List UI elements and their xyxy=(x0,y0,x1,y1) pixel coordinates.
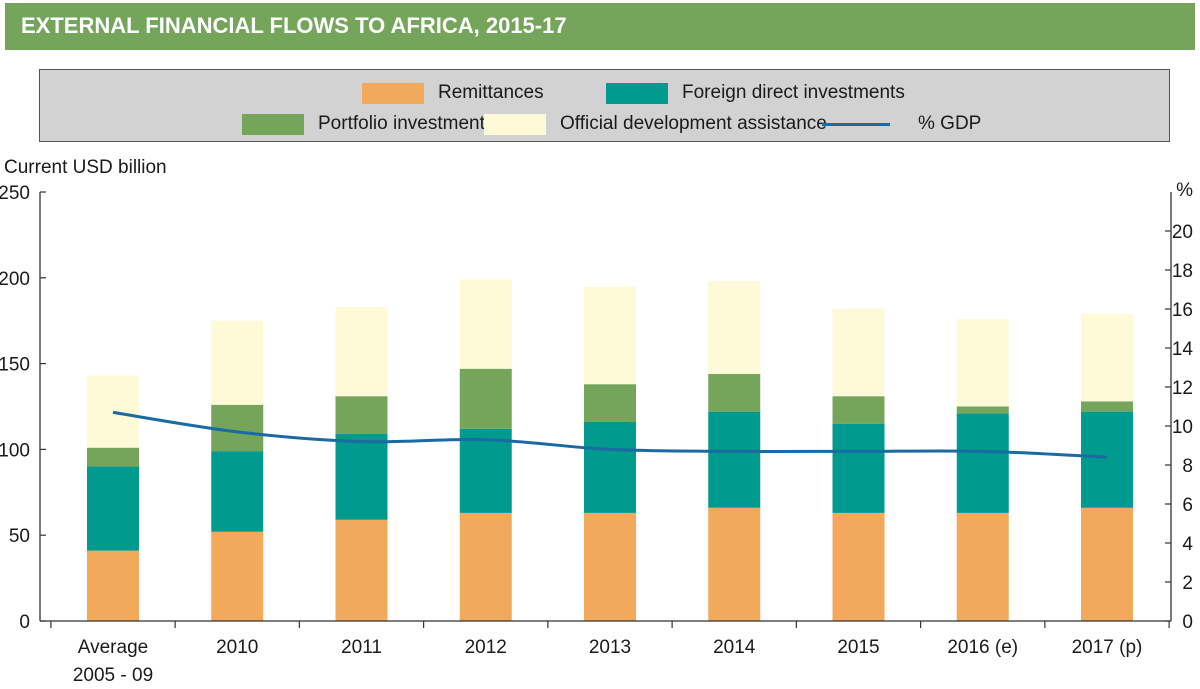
bars-layer xyxy=(87,279,1133,621)
labels-layer: 0 50 100 150 200 250 0 2 4 6 8 10 12 14 16 18 20 Average 2… xyxy=(0,157,1193,686)
x-tick-label: 2012 xyxy=(465,637,507,658)
legend-label-gdp: % GDP xyxy=(918,113,982,134)
y-tick-label-right: 18 xyxy=(1172,261,1193,282)
y-tick-label-right: 0 xyxy=(1182,612,1193,633)
bar-portfolio-0 xyxy=(87,447,139,467)
y-tick-label-left: 50 xyxy=(9,526,30,547)
legend-label-portfolio: Portfolio investments xyxy=(318,113,495,134)
bar-oda-3 xyxy=(459,279,512,369)
legend-item-portfolio: Portfolio investments xyxy=(242,113,494,135)
bar-fdi-4 xyxy=(584,421,636,513)
bar-remittances-3 xyxy=(459,512,512,621)
bar-remittances-5 xyxy=(708,507,761,621)
y-tick-label-left: 0 xyxy=(19,612,30,633)
bar-oda-4 xyxy=(584,286,636,385)
legend-swatch-remittances xyxy=(362,82,424,104)
bar-oda-2 xyxy=(335,306,388,397)
bar-fdi-6 xyxy=(832,423,885,513)
bar-remittances-0 xyxy=(87,550,139,621)
y-tick-label-right: 2 xyxy=(1182,573,1193,594)
y-tick-label-right: 8 xyxy=(1182,456,1193,477)
bar-fdi-0 xyxy=(87,466,139,551)
bar-portfolio-6 xyxy=(832,396,885,424)
x-tick-label: 2016 (e) xyxy=(947,637,1018,658)
bar-remittances-8 xyxy=(1081,507,1133,621)
bar-fdi-1 xyxy=(211,451,264,532)
y-axis-title-right: % xyxy=(1176,180,1193,201)
bar-oda-6 xyxy=(832,308,885,397)
y-tick-label-right: 16 xyxy=(1172,300,1193,321)
y-tick-label-left: 150 xyxy=(0,355,30,376)
bar-oda-0 xyxy=(87,375,139,448)
legend-label-remittances: Remittances xyxy=(438,82,544,103)
legend-item-fdi: Foreign direct investments xyxy=(606,82,905,104)
y-tick-label-left: 100 xyxy=(0,440,30,461)
x-tick-label: Average xyxy=(78,637,148,658)
x-tick-label: 2013 xyxy=(589,637,631,658)
bar-remittances-7 xyxy=(956,512,1009,621)
legend-label-oda: Official development assistance xyxy=(560,113,827,134)
bar-oda-7 xyxy=(956,318,1009,407)
bar-portfolio-8 xyxy=(1081,401,1133,412)
x-tick-label: 2014 xyxy=(713,637,756,658)
page-title: EXTERNAL FINANCIAL FLOWS TO AFRICA, 2015… xyxy=(21,13,567,38)
bar-oda-5 xyxy=(708,281,761,374)
legend-swatch-oda xyxy=(484,113,546,135)
x-tick-label: 2005 - 09 xyxy=(73,665,153,686)
bar-portfolio-1 xyxy=(211,404,264,452)
legend-swatch-gdp xyxy=(822,122,890,126)
y-tick-label-right: 4 xyxy=(1182,534,1193,555)
bar-oda-1 xyxy=(211,320,264,405)
axes-layer xyxy=(39,191,1172,628)
y-tick-label-right: 10 xyxy=(1172,417,1193,438)
legend-item-gdp: % GDP xyxy=(822,113,981,135)
x-tick-label: 2010 xyxy=(216,637,258,658)
legend-item-remittances: Remittances xyxy=(362,82,544,104)
y-tick-label-right: 14 xyxy=(1172,339,1194,360)
bar-portfolio-5 xyxy=(708,373,761,412)
chart-legend: Remittances Foreign direct investments P… xyxy=(39,69,1170,142)
bar-fdi-8 xyxy=(1081,411,1133,508)
bar-portfolio-7 xyxy=(956,406,1009,414)
legend-item-oda: Official development assistance xyxy=(484,113,827,135)
x-tick-label: 2015 xyxy=(837,637,879,658)
gdp-line-layer xyxy=(112,410,1108,459)
y-tick-label-right: 12 xyxy=(1172,378,1193,399)
legend-label-fdi: Foreign direct investments xyxy=(682,82,905,103)
bar-fdi-2 xyxy=(335,433,388,520)
bar-remittances-6 xyxy=(832,512,885,621)
x-tick-label: 2011 xyxy=(341,637,382,658)
y-axis-title-left: Current USD billion xyxy=(4,157,167,178)
header-bar: EXTERNAL FINANCIAL FLOWS TO AFRICA, 2015… xyxy=(5,3,1195,50)
bar-portfolio-2 xyxy=(335,396,388,434)
bar-portfolio-3 xyxy=(459,368,512,429)
bar-remittances-4 xyxy=(584,512,636,621)
bar-remittances-1 xyxy=(211,531,264,621)
legend-swatch-fdi xyxy=(606,82,668,104)
bar-portfolio-4 xyxy=(584,384,636,422)
y-tick-label-left: 200 xyxy=(0,269,30,290)
bar-fdi-3 xyxy=(459,428,512,513)
x-tick-label: 2017 (p) xyxy=(1072,637,1143,658)
y-tick-label-left: 250 xyxy=(0,183,30,204)
bar-fdi-5 xyxy=(708,411,761,508)
legend-swatch-portfolio xyxy=(242,113,304,135)
bar-fdi-7 xyxy=(956,413,1009,513)
bar-oda-8 xyxy=(1081,313,1133,402)
bar-remittances-2 xyxy=(335,519,388,621)
y-tick-label-right: 20 xyxy=(1172,222,1193,243)
y-tick-label-right: 6 xyxy=(1182,495,1193,516)
